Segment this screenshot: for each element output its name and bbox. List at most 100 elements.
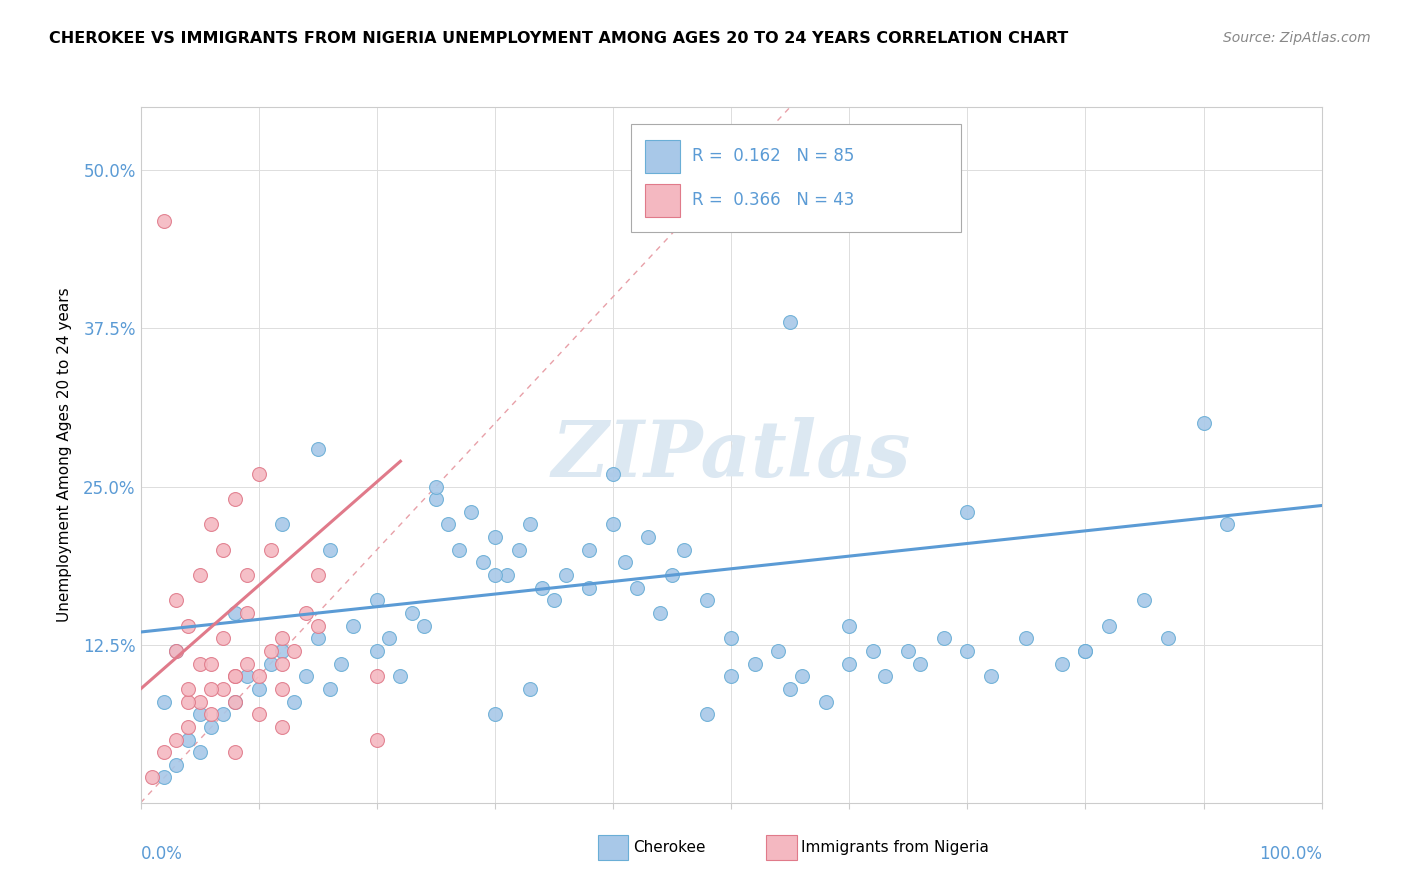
Point [720,669,742,683]
Point [661,568,683,582]
Point [696,707,718,722]
Point [779,315,801,329]
Point [484,568,506,582]
Point [413,618,436,632]
Point [980,669,1002,683]
Point [236,568,259,582]
Text: Source: ZipAtlas.com: Source: ZipAtlas.com [1223,31,1371,45]
Point [188,707,211,722]
Point [165,644,187,658]
Point [224,492,246,507]
Point [602,467,624,481]
Point [224,745,246,759]
Point [330,657,353,671]
Point [153,745,176,759]
Point [626,581,648,595]
Bar [645,184,681,217]
Text: 100.0%: 100.0% [1258,845,1322,863]
Point [224,669,246,683]
Point [188,657,211,671]
Point [366,593,388,607]
Point [318,542,340,557]
Point [932,632,955,646]
Point [271,644,294,658]
Point [531,581,554,595]
Point [696,593,718,607]
Point [508,542,530,557]
Point [1015,632,1038,646]
Point [838,657,860,671]
Point [602,517,624,532]
Point [141,771,163,785]
Point [908,657,931,671]
Point [484,707,506,722]
Point [177,618,200,632]
Point [768,644,790,658]
Point [153,214,176,228]
Point [578,581,600,595]
Point [188,695,211,709]
Point [188,568,211,582]
Point [484,530,506,544]
Point [247,681,270,696]
Point [1133,593,1156,607]
Point [177,720,200,734]
Point [247,467,270,481]
Point [389,669,412,683]
Point [519,681,541,696]
Point [153,695,176,709]
Point [271,681,294,696]
Point [200,707,222,722]
Point [212,542,235,557]
Point [259,657,281,671]
Point [224,695,246,709]
Text: CHEROKEE VS IMMIGRANTS FROM NIGERIA UNEMPLOYMENT AMONG AGES 20 TO 24 YEARS CORRE: CHEROKEE VS IMMIGRANTS FROM NIGERIA UNEM… [49,31,1069,46]
Text: R =  0.366   N = 43: R = 0.366 N = 43 [692,191,855,210]
Text: R =  0.162   N = 85: R = 0.162 N = 85 [692,147,855,165]
Point [814,695,837,709]
Bar [645,140,681,173]
Point [318,681,340,696]
Point [224,695,246,709]
Point [449,542,471,557]
Point [200,517,222,532]
Point [271,720,294,734]
Point [425,492,447,507]
Point [366,669,388,683]
Point [425,479,447,493]
Point [779,681,801,696]
Point [401,606,423,620]
Point [177,695,200,709]
Point [295,606,318,620]
Point [1074,644,1097,658]
Point [236,657,259,671]
Point [224,669,246,683]
Point [377,632,399,646]
Point [366,644,388,658]
Point [650,606,672,620]
Point [212,632,235,646]
Point [1216,517,1239,532]
Point [1192,417,1215,431]
Point [153,771,176,785]
Point [212,681,235,696]
Point [472,556,495,570]
Point [236,606,259,620]
Point [212,707,235,722]
Point [495,568,517,582]
Point [956,644,979,658]
Point [283,644,305,658]
Point [790,669,813,683]
Point [519,517,541,532]
Point [224,606,246,620]
Point [295,669,318,683]
Point [744,657,766,671]
Point [342,618,364,632]
Point [177,681,200,696]
Point [259,644,281,658]
Point [637,530,659,544]
Point [366,732,388,747]
Point [200,720,222,734]
Point [613,556,636,570]
Point [1074,644,1097,658]
